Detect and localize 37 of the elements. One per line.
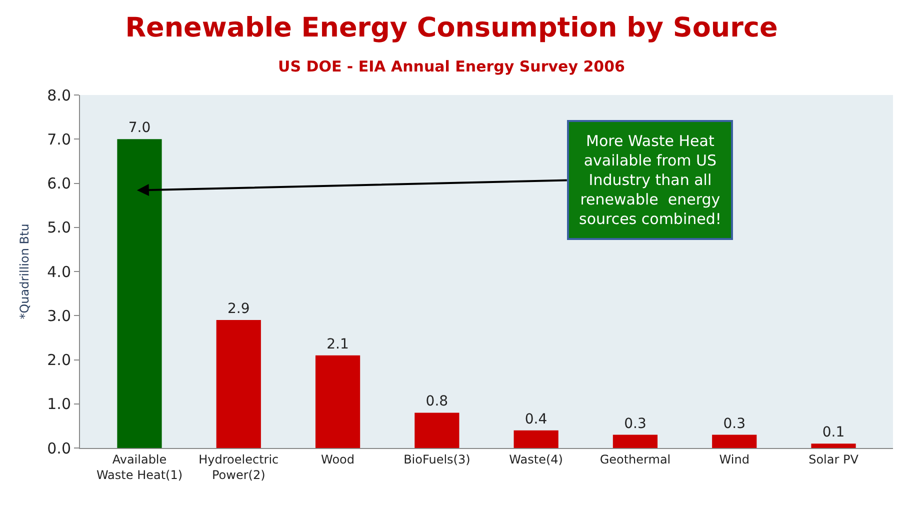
data-label: 2.1 xyxy=(326,336,349,352)
y-tick-label: 4.0 xyxy=(47,262,71,281)
bar xyxy=(414,412,460,448)
data-label: 0.4 xyxy=(524,411,548,428)
y-axis-title: *Quadrillion Btu xyxy=(17,224,32,320)
y-tick-label: 3.0 xyxy=(47,306,71,325)
bar xyxy=(612,434,658,448)
x-tick-label: Wood xyxy=(321,452,355,466)
data-label: 0.8 xyxy=(426,394,448,410)
x-tick-label: Solar PV xyxy=(808,452,860,466)
y-tick-label: 7.0 xyxy=(47,130,71,148)
y-tick-label: 6.0 xyxy=(47,174,71,192)
chart-subtitle: US DOE - EIA Annual Energy Survey 2006 xyxy=(278,57,625,76)
x-tick-label: Wind xyxy=(719,452,750,466)
y-tick-label: 2.0 xyxy=(47,351,71,369)
data-label: 0.3 xyxy=(723,416,746,432)
data-label: 2.9 xyxy=(228,301,250,318)
data-label: 0.3 xyxy=(624,416,646,432)
bar xyxy=(216,320,261,448)
x-tick-label: Geothermal xyxy=(600,452,671,466)
bar xyxy=(315,355,360,448)
bar xyxy=(117,139,162,448)
data-label: 7.0 xyxy=(128,120,151,136)
y-tick-label: 0.0 xyxy=(47,439,71,458)
x-tick-label: Waste(4) xyxy=(509,452,563,466)
bar xyxy=(514,430,558,448)
bar xyxy=(811,444,856,448)
y-tick-label: 5.0 xyxy=(47,218,71,237)
y-tick-label: 8.0 xyxy=(47,86,71,104)
x-tick-label: Hydroelectric Power(2) xyxy=(198,452,279,482)
y-tick-label: 1.0 xyxy=(47,395,71,414)
x-tick-label: BioFuels(3) xyxy=(404,452,470,466)
data-label: 0.1 xyxy=(822,424,845,441)
x-tick-label: Available Waste Heat(1) xyxy=(96,452,183,482)
annotation: More Waste Heat available from US Industry than all renewable energy sources combined! xyxy=(579,132,722,228)
chart-title: Renewable Energy Consumption by Source xyxy=(125,12,778,44)
bar xyxy=(712,434,757,448)
